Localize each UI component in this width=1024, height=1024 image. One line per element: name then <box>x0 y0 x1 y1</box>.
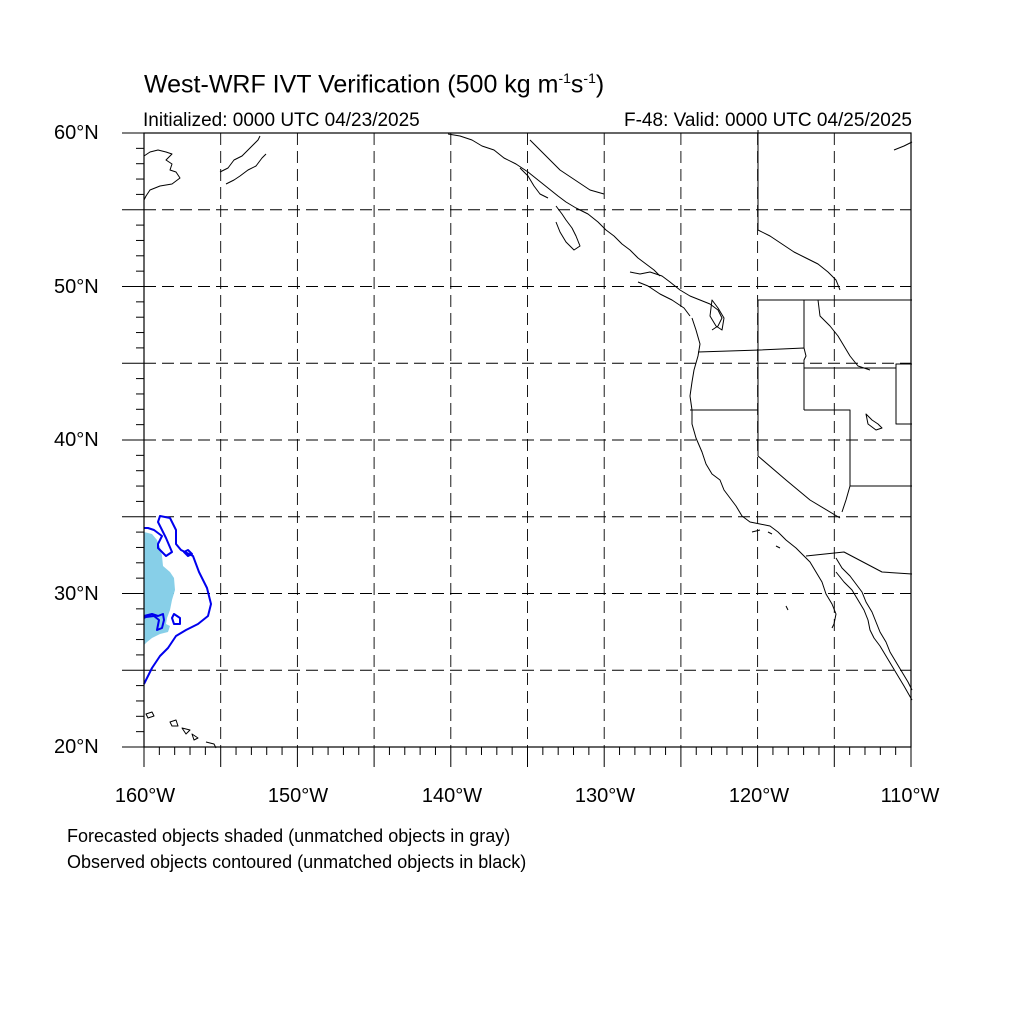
lon-label-120w: 120°W <box>728 785 790 807</box>
grid-lines <box>144 133 911 747</box>
title-exp-2: -1 <box>583 70 596 86</box>
coastline-segment <box>757 410 841 519</box>
coastline-segment <box>805 551 913 575</box>
coastline-segment <box>709 299 725 331</box>
coastline-segment <box>895 364 912 425</box>
observed-object-contour <box>143 515 212 685</box>
coastline-segment <box>191 733 199 741</box>
lon-label-150w: 150°W <box>267 785 329 807</box>
legend-note-forecast: Forecasted objects shaded (unmatched obj… <box>67 826 511 846</box>
coastline-segment <box>835 557 913 691</box>
coastline-segment <box>893 141 913 151</box>
lat-label-40n: 40°N <box>54 429 99 451</box>
coastline-segment <box>519 167 549 199</box>
coastline-segment <box>529 139 605 195</box>
title-mid: s <box>570 70 584 99</box>
coastline-segment <box>629 271 723 331</box>
legend-note-observed: Observed objects contoured (unmatched ob… <box>67 852 527 872</box>
coastline-segment <box>225 153 267 185</box>
coastline-segment <box>143 149 181 201</box>
coastline-segment <box>841 410 851 513</box>
map-title: West-WRF IVT Verification (500 kg m-1s-1… <box>144 70 604 99</box>
lon-label-130w: 130°W <box>574 785 636 807</box>
coastline-segment <box>447 133 661 277</box>
coastline-segment <box>637 281 691 317</box>
axis-ticks <box>122 132 912 767</box>
init-time-label: Initialized: 0000 UTC 04/23/2025 <box>143 110 420 131</box>
coastline-segment <box>169 719 179 727</box>
lat-label-30n: 30°N <box>54 583 99 605</box>
lon-label-110w: 110°W <box>880 785 940 807</box>
valid-time-label: F-48: Valid: 0000 UTC 04/25/2025 <box>624 110 912 131</box>
coastline-segment <box>835 571 913 701</box>
coastline-segment <box>865 413 883 431</box>
coastline-segment <box>817 299 871 371</box>
coastline-segment <box>690 299 912 411</box>
lat-label-60n: 60°N <box>54 122 99 144</box>
title-exp-1: -1 <box>558 70 571 86</box>
coastline-segment <box>181 727 191 735</box>
title-main: West-WRF IVT Verification (500 kg m <box>144 70 559 99</box>
coastline-segment <box>555 205 581 251</box>
coastline-segment <box>219 135 261 173</box>
lon-label-160w: 160°W <box>114 785 176 807</box>
title-end: ) <box>595 70 605 99</box>
coastline-segment <box>751 529 789 611</box>
coastline-segment <box>697 347 807 410</box>
coastlines <box>143 130 913 749</box>
lat-label-20n: 20°N <box>54 736 99 758</box>
coastline-segment <box>757 130 841 291</box>
lon-label-140w: 140°W <box>421 785 483 807</box>
plot-frame <box>143 132 912 748</box>
coastline-segment <box>145 711 155 719</box>
coastline-segment <box>689 317 837 629</box>
lat-label-50n: 50°N <box>54 276 99 298</box>
